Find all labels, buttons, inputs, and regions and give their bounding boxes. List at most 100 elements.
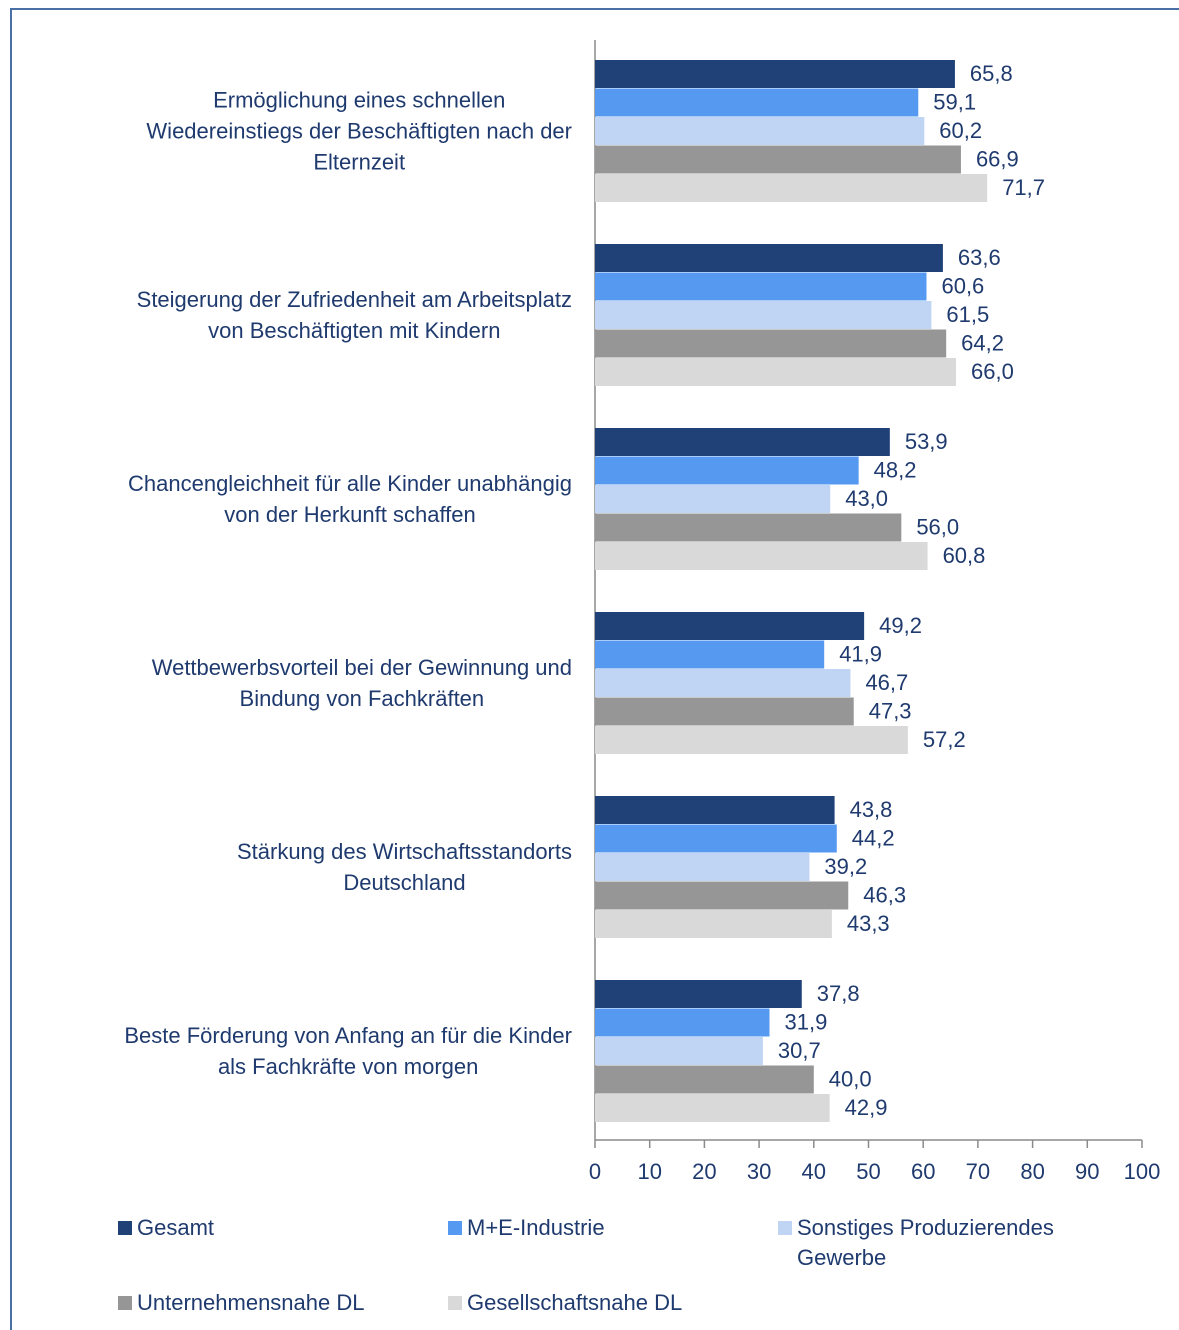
- bar: [595, 881, 849, 910]
- value-label: 64,2: [961, 331, 1004, 356]
- value-label: 59,1: [933, 90, 976, 115]
- value-label: 43,0: [845, 486, 888, 511]
- value-label: 66,0: [971, 359, 1014, 384]
- value-label: 30,7: [778, 1038, 821, 1063]
- category-label: Beste Förderung von Anfang an für die Ki…: [124, 1020, 572, 1082]
- value-label: 44,2: [852, 826, 895, 851]
- legend-item: Unternehmensnahe DL: [118, 1288, 364, 1318]
- bar: [595, 1094, 830, 1122]
- value-label: 63,6: [958, 245, 1001, 270]
- value-label: 48,2: [874, 458, 917, 483]
- bar: [595, 428, 890, 456]
- category-text: Wettbewerbsvorteil bei der Gewinnung und…: [151, 655, 572, 712]
- legend-item: M+E-Industrie: [448, 1213, 605, 1243]
- bar: [595, 485, 831, 513]
- value-label: 39,2: [824, 854, 867, 879]
- value-label: 46,3: [863, 883, 906, 908]
- bar: [595, 513, 902, 542]
- value-label: 71,7: [1002, 175, 1045, 200]
- frame: [10, 8, 1179, 1330]
- value-label: 57,2: [923, 727, 966, 752]
- value-label: 40,0: [829, 1067, 872, 1092]
- x-tick-label: 40: [802, 1159, 826, 1184]
- value-label: 46,7: [865, 670, 908, 695]
- category-label: Ermöglichung eines schnellen Wiedereinst…: [146, 85, 572, 178]
- bar: [595, 244, 943, 272]
- category-label: Stärkung des Wirtschaftsstandorts Deutsc…: [237, 836, 572, 898]
- bar: [595, 301, 932, 329]
- bar: [595, 910, 832, 938]
- x-tick-label: 0: [589, 1159, 601, 1184]
- bar: [595, 456, 859, 485]
- bar: [595, 117, 925, 145]
- value-label: 37,8: [817, 981, 860, 1006]
- legend-label: Gesamt: [137, 1215, 215, 1240]
- bar: [595, 824, 837, 853]
- category-text: Ermöglichung eines schnellen Wiedereinst…: [146, 87, 572, 175]
- category-text: Stärkung des Wirtschaftsstandorts Deutsc…: [236, 839, 572, 896]
- bar: [595, 640, 825, 669]
- legend-label: M+E-Industrie: [467, 1215, 605, 1240]
- bar: [595, 88, 919, 117]
- value-label: 60,2: [939, 118, 982, 143]
- value-label: 43,3: [847, 911, 890, 936]
- bar: [595, 542, 928, 570]
- x-tick-label: 80: [1020, 1159, 1044, 1184]
- legend-label: Gesellschaftsnahe DL: [467, 1290, 683, 1315]
- bar: [595, 1037, 763, 1065]
- x-tick-label: 60: [911, 1159, 935, 1184]
- category-label: Wettbewerbsvorteil bei der Gewinnung und…: [152, 652, 572, 714]
- value-label: 60,8: [943, 543, 986, 568]
- value-label: 31,9: [784, 1010, 827, 1035]
- x-tick-label: 20: [692, 1159, 716, 1184]
- bar: [595, 980, 802, 1008]
- x-tick-label: 100: [1124, 1159, 1161, 1184]
- bar: [595, 1065, 814, 1094]
- category-label: Chancengleichheit für alle Kinder unabhä…: [128, 468, 572, 530]
- category-text: Chancengleichheit für alle Kinder unabhä…: [128, 471, 572, 528]
- value-label: 60,6: [941, 274, 984, 299]
- legend-label: Sonstiges Produzierendes Gewerbe: [797, 1215, 1054, 1270]
- legend-item: Sonstiges Produzierendes Gewerbe: [778, 1213, 1117, 1273]
- legend-item: Gesamt: [118, 1213, 214, 1243]
- x-tick-label: 10: [637, 1159, 661, 1184]
- bar: [595, 669, 851, 697]
- bar: [595, 796, 835, 824]
- category-text: Beste Förderung von Anfang an für die Ki…: [124, 1023, 572, 1080]
- legend-swatch: [448, 1221, 462, 1235]
- value-label: 53,9: [905, 429, 948, 454]
- legend-label: Unternehmensnahe DL: [137, 1290, 365, 1315]
- legend-swatch: [118, 1221, 132, 1235]
- legend-swatch: [118, 1296, 132, 1310]
- bar: [595, 1008, 770, 1037]
- bar: [595, 697, 854, 726]
- value-label: 43,8: [850, 797, 893, 822]
- value-label: 41,9: [839, 642, 882, 667]
- x-tick-label: 50: [856, 1159, 880, 1184]
- value-label: 49,2: [879, 613, 922, 638]
- legend-swatch: [448, 1296, 462, 1310]
- bar: [595, 60, 955, 88]
- value-label: 56,0: [916, 515, 959, 540]
- value-label: 42,9: [845, 1095, 888, 1120]
- legend-item: Gesellschaftsnahe DL: [448, 1288, 682, 1318]
- bar: [595, 612, 865, 640]
- x-tick-label: 90: [1075, 1159, 1099, 1184]
- value-label: 66,9: [976, 147, 1019, 172]
- category-text: Steigerung der Zufriedenheit am Arbeitsp…: [136, 287, 572, 344]
- value-label: 65,8: [970, 61, 1013, 86]
- bar: [595, 174, 988, 202]
- legend-swatch: [778, 1221, 792, 1235]
- bar: [595, 329, 947, 358]
- value-label: 61,5: [946, 302, 989, 327]
- value-label: 47,3: [869, 699, 912, 724]
- bar: [595, 145, 961, 174]
- bar: [595, 358, 957, 386]
- x-tick-label: 30: [747, 1159, 771, 1184]
- category-label: Steigerung der Zufriedenheit am Arbeitsp…: [137, 284, 572, 346]
- bar: [595, 272, 927, 301]
- bar: [595, 726, 908, 754]
- x-tick-label: 70: [966, 1159, 990, 1184]
